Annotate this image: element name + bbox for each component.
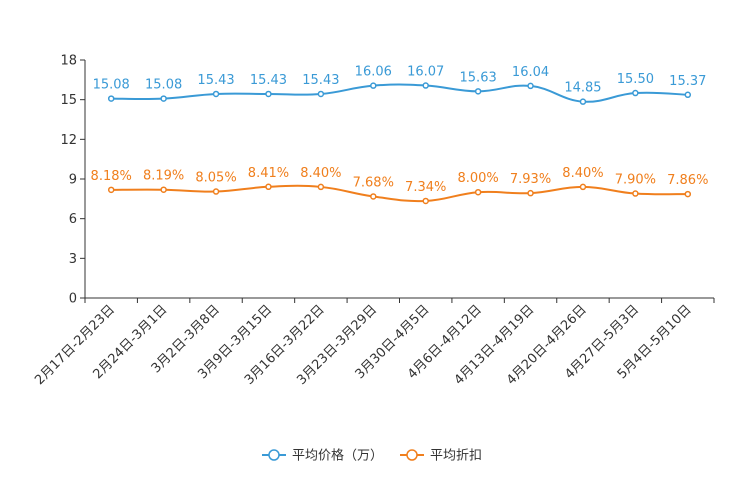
y-tick-label: 9 <box>69 173 77 188</box>
price-data-label: 14.85 <box>564 81 601 96</box>
price-data-label: 15.43 <box>302 73 339 88</box>
legend-label: 平均价格（万） <box>292 448 383 464</box>
discount-data-label: 8.40% <box>300 166 341 181</box>
discount-point[interactable] <box>107 186 115 194</box>
discount-data-label: 8.18% <box>91 169 132 184</box>
discount-point[interactable] <box>579 183 587 191</box>
discount-data-label: 8.19% <box>143 169 184 184</box>
discount-line <box>111 184 688 203</box>
price-data-label: 15.63 <box>460 70 497 85</box>
price-data-label: 15.37 <box>669 74 706 89</box>
y-tick-label: 12 <box>60 133 77 148</box>
price-data-label: 15.43 <box>197 73 234 88</box>
y-tick-label: 0 <box>69 292 77 307</box>
legend-marker-icon <box>406 449 418 461</box>
price-point[interactable] <box>160 95 167 102</box>
price-data-label: 16.07 <box>407 65 444 80</box>
price-series: 15.08 15.08 15.43 15.43 15.43 16.06 16.07 15.63… <box>93 65 706 105</box>
price-point[interactable] <box>317 90 325 98</box>
legend-marker-icon <box>268 449 280 461</box>
price-point[interactable] <box>422 82 429 89</box>
legend-item-discount[interactable]: 平均折扣 <box>400 449 482 464</box>
price-point[interactable] <box>265 90 272 98</box>
discount-point[interactable] <box>370 193 377 200</box>
y-tick-label: 18 <box>60 54 77 69</box>
chart-axes: 03691215182月17日-2月23日2月24日-3月1日3月2日-3月8日… <box>32 54 715 388</box>
discount-data-label: 8.05% <box>195 171 236 186</box>
price-data-label: 16.06 <box>355 65 392 80</box>
legend-label: 平均折扣 <box>430 449 482 464</box>
y-tick-label: 15 <box>60 93 77 108</box>
discount-point[interactable] <box>265 183 272 191</box>
discount-series: 8.18% 8.19% 8.05% 8.41% 8.40% 7.68% 7.34% 8.00%… <box>91 166 708 205</box>
y-tick-label: 6 <box>69 212 77 227</box>
chart-legend[interactable]: 平均价格（万） 平均折扣 <box>262 448 482 464</box>
price-point[interactable] <box>107 95 115 102</box>
discount-point[interactable] <box>527 189 534 197</box>
legend-item-price[interactable]: 平均价格（万） <box>262 448 383 464</box>
discount-point[interactable] <box>317 183 325 191</box>
discount-data-label: 7.93% <box>510 172 551 187</box>
discount-point[interactable] <box>684 190 692 198</box>
price-line <box>111 83 688 103</box>
discount-data-label: 8.41% <box>248 166 289 181</box>
price-data-label: 15.08 <box>145 78 182 93</box>
discount-point[interactable] <box>474 188 482 196</box>
discount-data-label: 7.68% <box>353 175 394 190</box>
discount-point[interactable] <box>212 188 220 195</box>
price-data-label: 15.08 <box>93 78 130 93</box>
discount-point[interactable] <box>160 186 167 193</box>
discount-data-label: 7.34% <box>405 180 446 195</box>
chart-series: 15.08 15.08 15.43 15.43 15.43 16.06 16.07 15.63… <box>91 65 708 205</box>
price-point[interactable] <box>370 82 377 89</box>
price-point[interactable] <box>684 91 692 99</box>
y-tick-label: 3 <box>69 252 77 267</box>
price-point[interactable] <box>632 89 639 97</box>
discount-point[interactable] <box>422 197 429 205</box>
price-point[interactable] <box>527 82 534 90</box>
price-data-label: 16.04 <box>512 65 549 80</box>
discount-data-label: 8.40% <box>562 166 603 181</box>
discount-point[interactable] <box>632 190 639 197</box>
price-data-label: 15.43 <box>250 73 287 88</box>
discount-data-label: 8.00% <box>457 171 498 186</box>
price-point[interactable] <box>579 98 587 105</box>
price-point[interactable] <box>212 90 220 98</box>
discount-data-label: 7.86% <box>667 173 708 188</box>
price-data-label: 15.50 <box>617 72 654 87</box>
price-point[interactable] <box>474 88 482 95</box>
discount-data-label: 7.90% <box>615 173 656 188</box>
